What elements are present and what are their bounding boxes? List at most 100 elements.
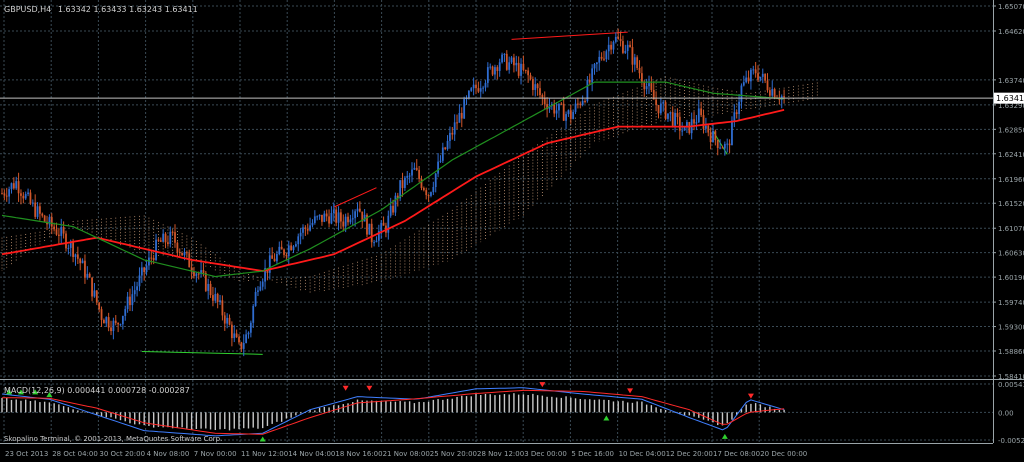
candle-body <box>565 114 567 121</box>
candle-body <box>10 183 13 190</box>
candle-body <box>766 80 769 91</box>
ma-slow-line <box>1 109 785 272</box>
candle-body <box>36 206 39 217</box>
candle-body <box>285 254 288 257</box>
candle-body <box>560 103 563 105</box>
buy-arrow-icon <box>46 392 53 398</box>
price-tick-label: 1.62850 <box>998 126 1024 134</box>
candle-body <box>432 187 435 193</box>
time-tick-label: 21 Nov 08:00 <box>383 450 430 458</box>
candle-body <box>747 77 750 82</box>
candle-body <box>425 190 428 196</box>
ma-fast-line <box>1 81 785 278</box>
candle-body <box>714 130 717 141</box>
candle-body <box>645 86 648 90</box>
candle-body <box>240 342 243 349</box>
candle-body <box>614 36 617 42</box>
candle-body <box>219 300 221 302</box>
candle-body <box>558 103 560 111</box>
candle-body <box>375 240 378 243</box>
candle-body <box>415 167 418 170</box>
candle-body <box>302 227 304 233</box>
candle-body <box>105 317 108 324</box>
price-tick-label: 1.61520 <box>998 200 1024 208</box>
candle-body <box>273 258 276 262</box>
candle-body <box>5 195 8 197</box>
candle-body <box>200 270 202 274</box>
candle-body <box>420 178 423 188</box>
candle-body <box>441 147 444 161</box>
candle-body <box>446 140 449 150</box>
price-tick-label: 1.61960 <box>998 176 1024 184</box>
candle-body <box>529 75 532 80</box>
candle-body <box>86 273 89 278</box>
candle-body <box>522 63 525 70</box>
candle-body <box>287 245 290 257</box>
candle-body <box>321 214 323 222</box>
sell-arrow-icon <box>366 385 373 391</box>
candle-body <box>761 73 764 77</box>
macd-line <box>1 387 785 437</box>
candle-body <box>145 265 148 272</box>
candle-body <box>593 64 596 69</box>
candle-body <box>671 112 674 126</box>
candle-body <box>721 147 724 149</box>
buy-arrow-icon <box>6 389 13 395</box>
candle-body <box>22 195 25 199</box>
candle-body <box>520 63 522 76</box>
time-tick-label: 28 Oct 04:00 <box>52 450 98 458</box>
macd-tick-label: -0.005291 <box>998 437 1024 445</box>
candle-body <box>783 96 785 98</box>
price-tick-label: 1.63740 <box>998 77 1024 85</box>
candle-body <box>316 216 319 218</box>
candle-body <box>278 246 281 255</box>
candle-body <box>451 132 454 135</box>
candle-body <box>546 104 548 110</box>
candle-body <box>20 193 22 196</box>
candle-body <box>517 62 520 76</box>
candle-body <box>349 219 352 223</box>
candle-body <box>472 84 475 89</box>
candle-body <box>332 209 335 214</box>
candle-body <box>330 213 333 224</box>
candle-body <box>197 273 200 275</box>
candle-body <box>531 79 534 90</box>
candle-body <box>603 58 605 60</box>
trend-lines <box>141 31 728 355</box>
candle-body <box>731 120 733 146</box>
price-tick-label: 1.59300 <box>998 324 1024 332</box>
candle-body <box>387 215 390 233</box>
candle-body <box>290 245 293 251</box>
candle-body <box>233 333 236 339</box>
candle-body <box>43 215 46 222</box>
candle-body <box>707 125 710 133</box>
candle-body <box>276 254 278 262</box>
candle-body <box>581 100 584 106</box>
candle-body <box>114 320 117 323</box>
time-tick-label: 10 Dec 04:00 <box>619 450 666 458</box>
copyright-text: Skopalino Terminal, © 2001-2013, MetaQuo… <box>4 435 222 443</box>
candle-body <box>254 291 257 306</box>
candle-body <box>178 251 181 253</box>
candle-body <box>91 277 93 297</box>
buy-arrow-icon <box>32 389 39 395</box>
candle-body <box>524 69 527 71</box>
candle-body <box>536 84 539 89</box>
candle-body <box>427 195 430 197</box>
candle-body <box>418 169 421 179</box>
candle-body <box>586 79 589 102</box>
candle-body <box>121 315 124 325</box>
candle-body <box>667 113 669 119</box>
candle-body <box>617 36 620 39</box>
candle-body <box>280 246 283 250</box>
candle-body <box>216 293 219 302</box>
candle-body <box>636 57 639 68</box>
candle-body <box>294 244 297 247</box>
candle-body <box>467 90 470 98</box>
candle-body <box>543 97 546 105</box>
candle-body <box>622 41 624 53</box>
candle-body <box>712 130 714 143</box>
candle-body <box>193 271 195 277</box>
candle-body <box>657 105 660 114</box>
